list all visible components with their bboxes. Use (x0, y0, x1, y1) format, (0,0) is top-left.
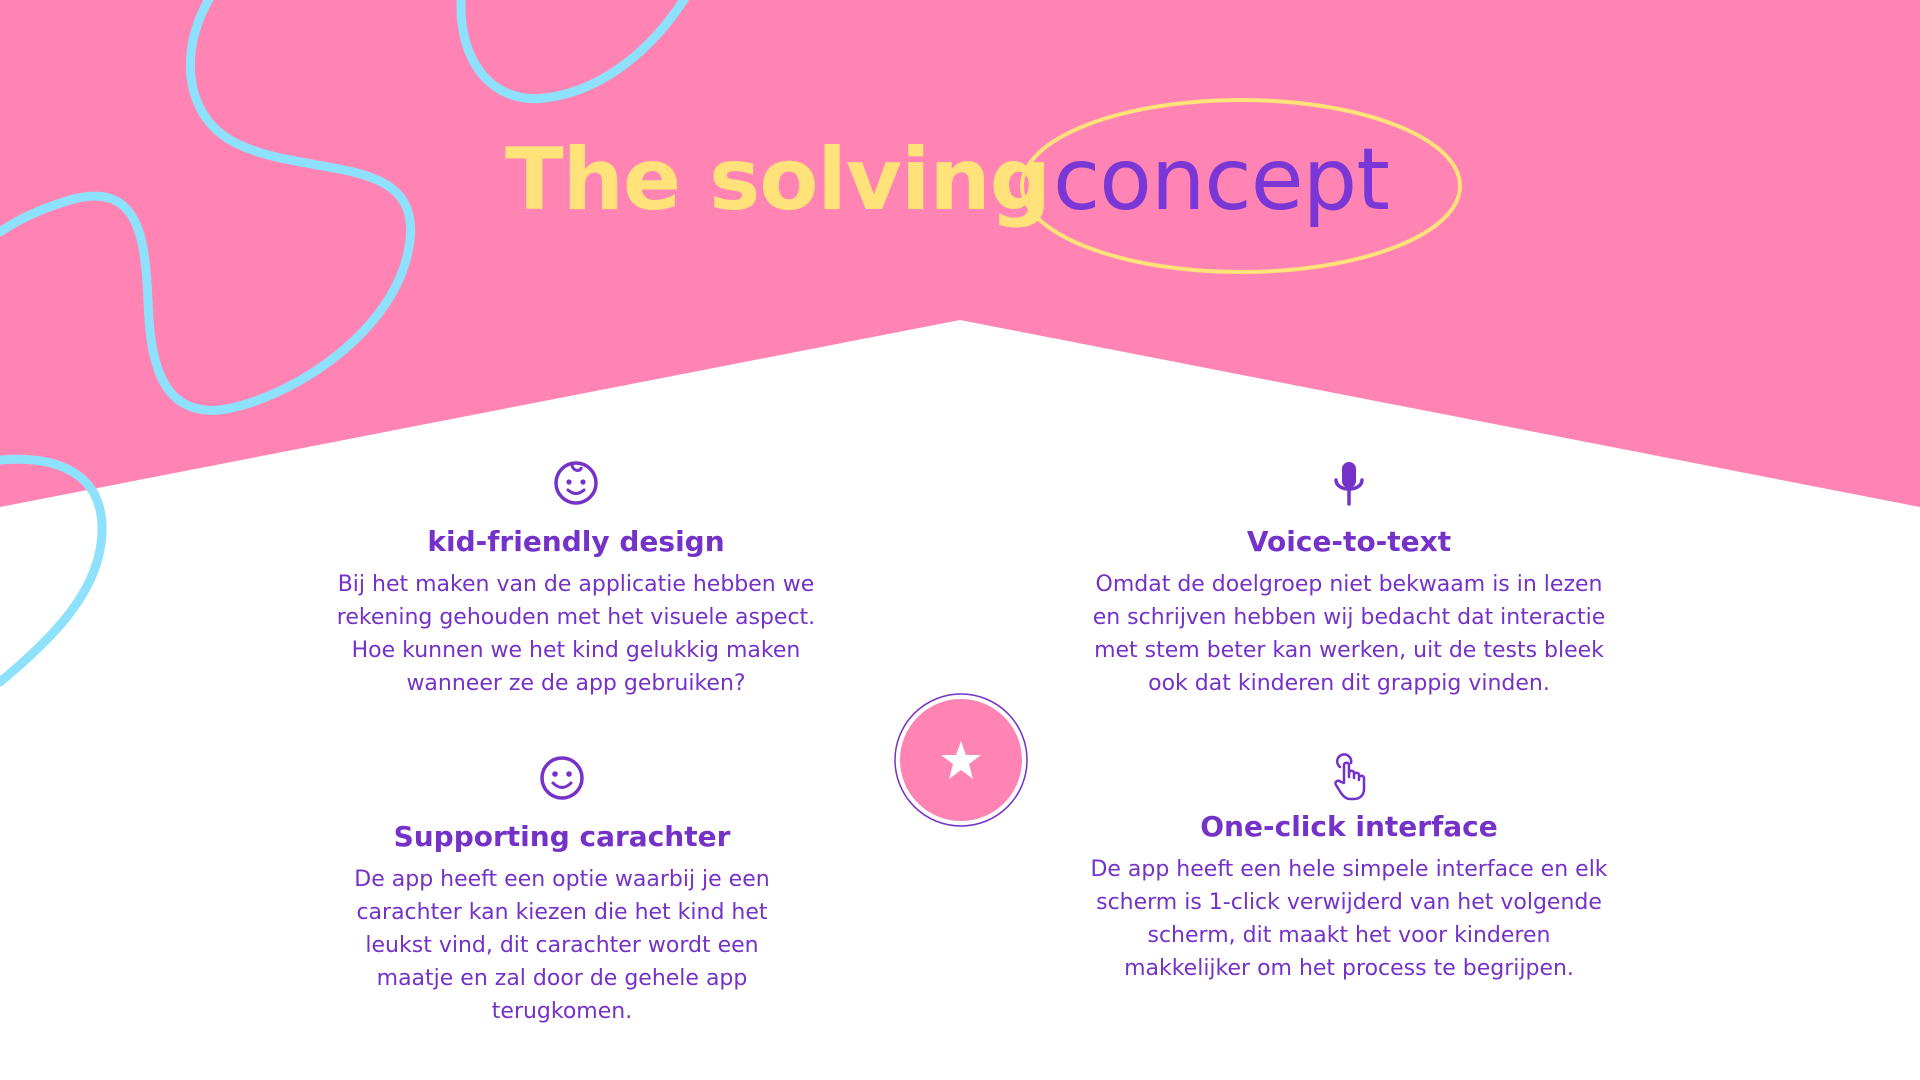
feature-heading: Voice-to-text (1246, 525, 1452, 558)
pink-header-shape (0, 0, 1920, 507)
feature-heading: kid-friendly design (427, 525, 725, 558)
baby-face-icon (554, 461, 598, 505)
feature-heading: Supporting carachter (393, 820, 731, 853)
feature-description: Bij het maken van de applicatie hebben w… (336, 572, 816, 696)
title-highlight-ellipse (1020, 98, 1462, 274)
feature-heading: One-click interface (1200, 810, 1498, 843)
feature-voice-to-text: Voice-to-text Omdat de doelgroep niet be… (1069, 458, 1629, 700)
pointing-hand-icon (1334, 753, 1366, 801)
feature-description: Omdat de doelgroep niet bekwaam is in le… (1092, 572, 1606, 696)
microphone-icon (1334, 462, 1364, 506)
wavy-loop-top (456, 0, 690, 104)
feature-description: De app heeft een optie waarbij je een ca… (354, 867, 770, 1024)
wavy-line-left (0, 454, 107, 687)
title-highlight-text: concept (1053, 130, 1390, 230)
feature-description: De app heeft een hele simpele interface … (1090, 857, 1608, 981)
title-bold-text: The solving (505, 130, 1051, 230)
smiley-icon (540, 756, 584, 800)
page-title: The solving concept (0, 122, 1920, 252)
feature-one-click-interface: One-click interface De app heeft een hel… (1069, 753, 1629, 985)
center-star-badge (894, 693, 1028, 827)
star-icon (941, 741, 981, 779)
feature-kid-friendly-design: kid-friendly design Bij het maken van de… (296, 458, 856, 700)
wavy-line-top (0, 0, 415, 415)
feature-supporting-character: Supporting carachter De app heeft een op… (282, 753, 842, 1028)
